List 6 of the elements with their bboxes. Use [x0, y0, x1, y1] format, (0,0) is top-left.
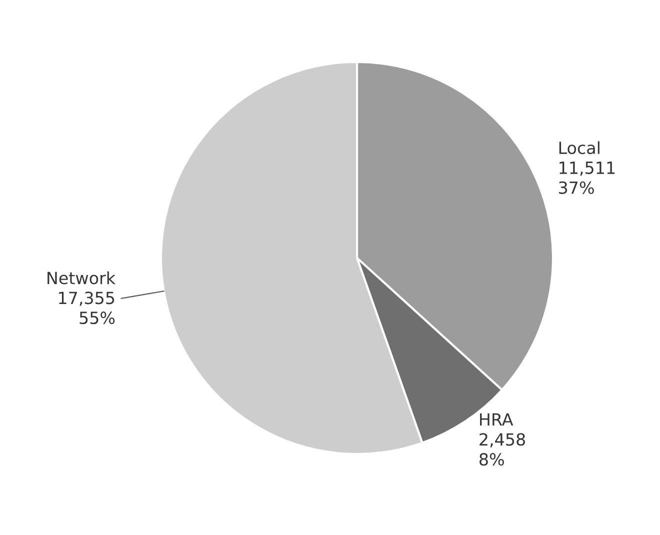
data-label: 17,355 55%: [59, 292, 115, 324]
slice-label: Network: [48, 271, 116, 284]
data-label: 2,458 8%: [480, 433, 525, 466]
slice-label: Local: [559, 141, 600, 154]
slice-label: HRA: [480, 413, 514, 426]
data-label: 11,511 37%: [559, 162, 615, 194]
